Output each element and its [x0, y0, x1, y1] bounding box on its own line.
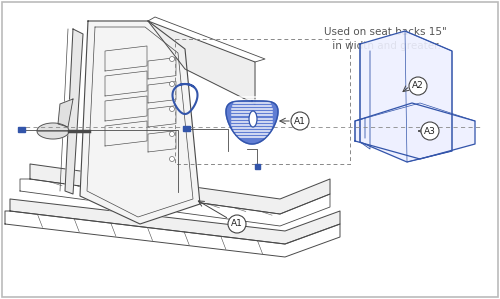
Circle shape — [170, 106, 174, 112]
Text: A3: A3 — [424, 126, 436, 135]
Polygon shape — [30, 164, 330, 214]
Bar — [183, 126, 190, 131]
Bar — [18, 127, 25, 132]
Polygon shape — [58, 99, 73, 127]
Polygon shape — [10, 199, 340, 244]
Text: Used on seat backs 15"
 in width and greater.: Used on seat backs 15" in width and grea… — [324, 27, 446, 51]
Polygon shape — [65, 29, 83, 194]
Circle shape — [170, 82, 174, 86]
Bar — [255, 164, 260, 169]
FancyBboxPatch shape — [2, 2, 498, 297]
Ellipse shape — [249, 111, 257, 127]
Text: A1: A1 — [294, 117, 306, 126]
Polygon shape — [37, 123, 69, 139]
Text: A2: A2 — [412, 82, 424, 91]
Circle shape — [409, 77, 427, 95]
Polygon shape — [226, 101, 278, 144]
Circle shape — [170, 156, 174, 161]
Circle shape — [291, 112, 309, 130]
Circle shape — [228, 215, 246, 233]
Polygon shape — [80, 21, 200, 224]
Polygon shape — [148, 21, 255, 104]
Circle shape — [170, 132, 174, 137]
Text: A1: A1 — [231, 219, 243, 228]
Circle shape — [421, 122, 439, 140]
Polygon shape — [360, 31, 452, 162]
Circle shape — [170, 57, 174, 62]
Polygon shape — [355, 103, 475, 159]
